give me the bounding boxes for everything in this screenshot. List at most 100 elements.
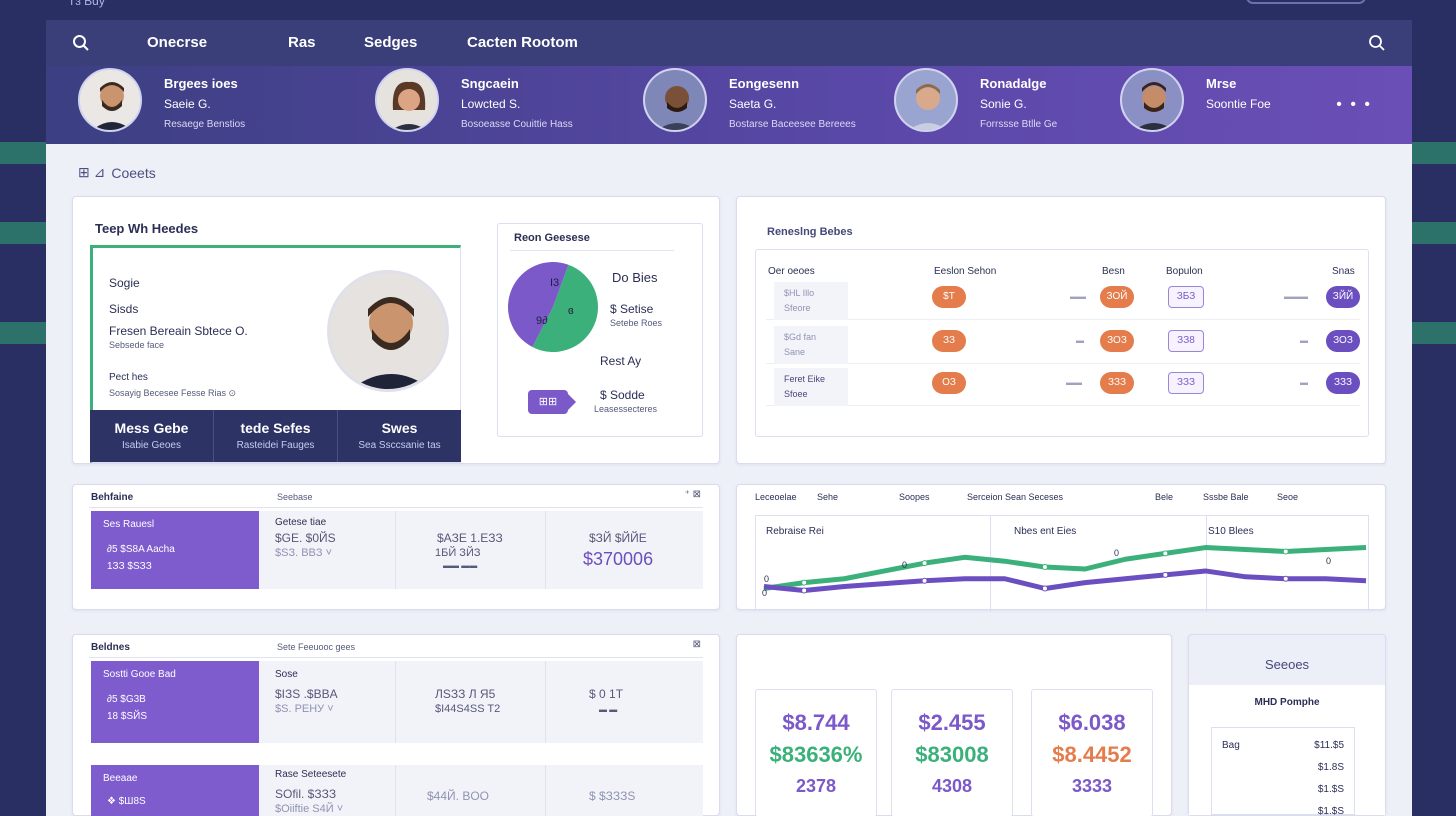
- chart-header: Sehe: [817, 492, 839, 502]
- donut-title: Reon Geesese: [514, 232, 590, 244]
- table-row[interactable]: Bag $11.$5: [1222, 740, 1344, 751]
- divider: [89, 507, 703, 508]
- tile-title: Ses Rauesl: [103, 519, 155, 530]
- data-table: Oer oeoes Eeslon Sehon Besn Bopulon Snas…: [755, 249, 1369, 437]
- profile-stat[interactable]: tede Sefes Rasteidei Fauges: [214, 410, 338, 462]
- donut-inner-label: I3: [550, 277, 559, 289]
- stat-value: Mess Gebe: [114, 420, 189, 436]
- chart-annotation: 0: [1114, 548, 1119, 558]
- summary-tile[interactable]: Beeaae ❖ $Ш8S: [91, 765, 259, 816]
- stat-label: Sea Ssccsanie tas: [358, 440, 441, 451]
- dots: ▬: [1300, 336, 1308, 345]
- more-options-icon[interactable]: • • •: [1336, 96, 1372, 113]
- stat-box[interactable]: $8.744 $83636% 2378: [755, 689, 877, 816]
- member-desc: Bosoeasse Couittie Hass: [461, 119, 573, 130]
- tag-button[interactable]: ⊞⊞: [528, 390, 576, 414]
- donut-label: Do Bies: [612, 270, 658, 285]
- column-divider: [395, 661, 396, 743]
- table-row[interactable]: $Gd fan Sane ЗЗ ▬ ЗОЗ ЗЗ8 ▬ ЗОЗ: [766, 322, 1360, 364]
- grid-icon: ⊞ ⊿: [78, 164, 106, 180]
- member-name: Sngcaein: [461, 76, 519, 91]
- member-role: Lowcted S.: [461, 97, 521, 111]
- dots: ▬ ▬: [599, 705, 618, 714]
- team-member-card[interactable]: Mrse Soontie Foe: [1120, 68, 1271, 132]
- row-label: Feret Eike Sfoee: [774, 368, 848, 406]
- summary-tile[interactable]: Ses Rauesl ∂5 $S8A Aacha 1ЗЗ $SЗЗ: [91, 511, 259, 589]
- avatar: [327, 270, 449, 392]
- member-role: Saeta G.: [729, 97, 777, 111]
- profile-label: Sisds: [109, 302, 139, 316]
- nav-link-ras[interactable]: Ras: [288, 34, 316, 51]
- table-header[interactable]: Eeslon Sehon: [934, 266, 997, 277]
- value-pill: ЗЗ8: [1168, 330, 1204, 352]
- value-pill: ЗЗ: [932, 330, 966, 352]
- row-label: $Gd fan Sane: [774, 326, 848, 364]
- table-row[interactable]: Feret Eike Sfoee ОЗ ▬▬ ЗЗЗ ЗЗЗ ▬ ЗЗЗ: [766, 364, 1360, 406]
- nav-link-overview[interactable]: Onecrse: [147, 34, 208, 51]
- window-titlebar: Tɜ Bdy: [60, 0, 1396, 20]
- donut-sublabel: Setebe Roes: [610, 318, 663, 328]
- profile-stat[interactable]: Swes Sea Ssccsanie tas: [338, 410, 461, 462]
- side-table: Bag $11.$5 $1.8S $1.$S $1.$S: [1211, 727, 1355, 816]
- card-actions-icon[interactable]: ⁺ ⊠: [684, 489, 701, 500]
- team-member-card[interactable]: Eongesenn Saeta G. Bostarse Baceesee Ber…: [643, 68, 856, 132]
- profile-stat[interactable]: Mess Gebe Isabie Geoes: [90, 410, 214, 462]
- summary-card: Beldnes Sete Feeuooc gees ⊠ Sostti Gooe …: [72, 634, 720, 816]
- stat-box[interactable]: $6.038 $8.4452 3333: [1031, 689, 1153, 816]
- value-pill: ЗОЗ: [1326, 330, 1360, 352]
- dots: ▬▬: [1066, 378, 1082, 387]
- line-point: [1041, 564, 1048, 571]
- card-title: Seeoes: [1264, 657, 1310, 672]
- table-header[interactable]: Besn: [1102, 266, 1125, 277]
- team-member-card[interactable]: Ronadalge Sonie G. Forrssse Btlle Ge: [894, 68, 1057, 132]
- col-value: $GE. $0ЙS: [275, 531, 336, 545]
- summary-columns: Getese tiae $GE. $0ЙS $SЗ. BBЗ ˅ $AЗE 1.…: [259, 511, 703, 589]
- search-icon[interactable]: [72, 34, 90, 52]
- nav-link-cacten-rootom[interactable]: Cacten Rootom: [467, 34, 578, 51]
- table-row[interactable]: $HL Illo Sfeore $T ▬▬ ЗОЙ ЗБЗ ▬▬▬ ЗЙЙ: [766, 278, 1360, 320]
- table-header[interactable]: Oer oeoes: [768, 266, 815, 277]
- window-search-pill[interactable]: [1246, 0, 1366, 4]
- panel-title: Nbes ent Eies: [1014, 526, 1077, 537]
- chart-header: Serceion Sean Seceses: [967, 492, 1064, 502]
- stat-label: Isabie Geoes: [122, 440, 181, 451]
- dots: ▬▬▬: [1284, 292, 1308, 301]
- profile-field-sub: Sosayig Becesee Fesse Rias ⊙: [109, 388, 237, 398]
- value-pill: ЗЗЗ: [1326, 372, 1360, 394]
- team-member-card[interactable]: Brgees ioes Saeie G. Resaege Benstios: [78, 68, 245, 132]
- col-sub: 1БЙ ЗЙЗ: [435, 547, 481, 559]
- profile-card[interactable]: Sogie Sisds Fresen Bereain Sbtece O. Seb…: [90, 245, 461, 463]
- nav-link-sedges[interactable]: Sedges: [364, 34, 418, 51]
- col-sub: $Oiiftie S4Й ˅: [275, 803, 344, 815]
- chart-header: Bele: [1155, 492, 1174, 502]
- table-header[interactable]: Snas: [1332, 266, 1355, 277]
- col-value: ЛSЗЗ Л Я5: [435, 687, 496, 701]
- stat-value: tede Sefes: [240, 420, 311, 436]
- panel-title: Rebraise Rei: [766, 526, 824, 537]
- col-sub: $S. PЕHУ ˅: [275, 703, 334, 715]
- search-icon[interactable]: [1368, 34, 1386, 52]
- stat-value: 3333: [1071, 776, 1113, 796]
- team-member-card[interactable]: Sngcaein Lowcted S. Bosoeasse Couittie H…: [375, 68, 573, 132]
- column-divider: [545, 661, 546, 743]
- dots: ▬: [1076, 336, 1084, 345]
- card-actions-icon[interactable]: ⊠: [692, 639, 701, 650]
- avatar: [78, 68, 142, 132]
- line-point: [1282, 575, 1289, 582]
- col-value: $ $ЗЗЗS: [589, 789, 636, 803]
- table-header[interactable]: Bopulon: [1166, 266, 1203, 277]
- stat-box[interactable]: $2.455 $83008 4308: [891, 689, 1013, 816]
- value-pill: ЗБЗ: [1168, 286, 1204, 308]
- panel-title: S10 Blees: [1208, 526, 1254, 537]
- avatar: [375, 68, 439, 132]
- col-value: $44Й. BOO: [427, 789, 489, 803]
- table-card: Reneslng Bebes Oer oeoes Eeslon Sehon Be…: [736, 196, 1386, 464]
- column-divider: [395, 511, 396, 589]
- chart-header: Seoe: [1277, 492, 1299, 502]
- donut-sublabel: Leasessecteres: [594, 404, 658, 414]
- summary-tile[interactable]: Sostti Gooe Bad ∂5 $G3B 18 $SЙS: [91, 661, 259, 743]
- member-name: Mrse: [1206, 76, 1237, 91]
- col-value: $IЗS .$BBA: [275, 687, 338, 701]
- value-pill: $T: [932, 286, 966, 308]
- member-role: Soontie Foe: [1206, 97, 1271, 111]
